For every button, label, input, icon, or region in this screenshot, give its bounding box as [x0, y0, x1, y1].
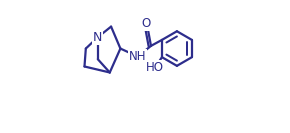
Text: HO: HO — [146, 61, 164, 74]
Text: O: O — [141, 17, 150, 30]
Text: NH: NH — [129, 50, 146, 63]
Text: N: N — [93, 31, 102, 44]
